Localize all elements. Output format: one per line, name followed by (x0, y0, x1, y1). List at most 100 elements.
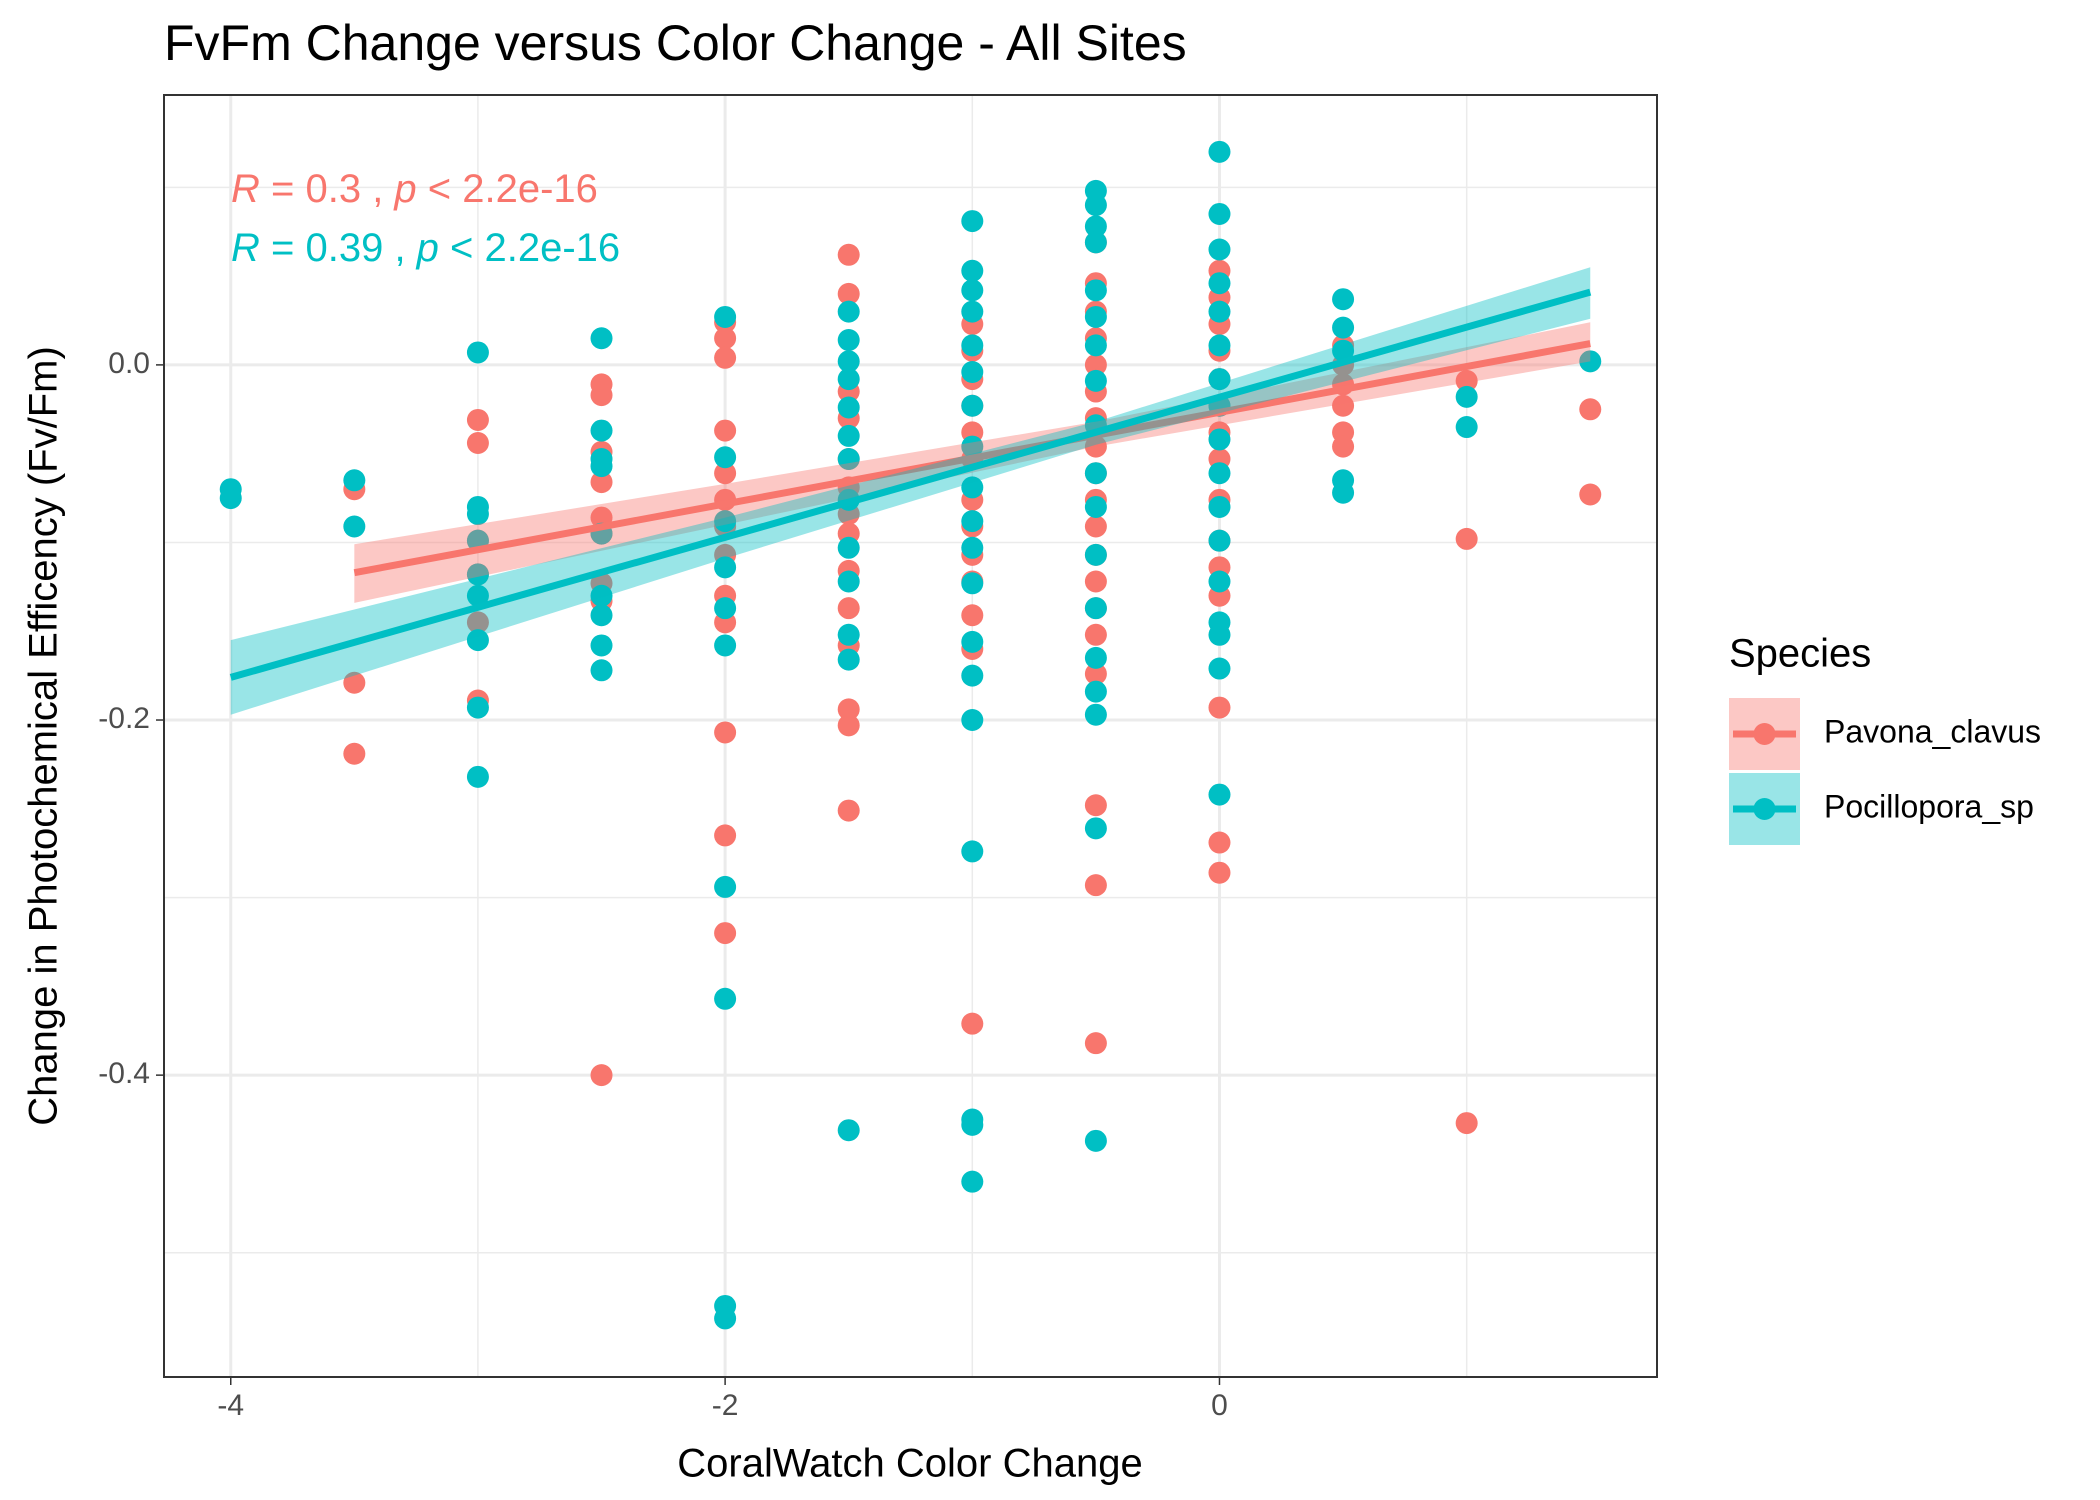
point (1332, 316, 1355, 339)
point (1084, 1032, 1107, 1055)
point (837, 714, 860, 737)
point (837, 536, 860, 559)
point (961, 630, 984, 653)
legend-label: Pocillopora_sp (1824, 788, 2034, 824)
point (1084, 817, 1107, 840)
annotation-part: < 2.2e-16 (417, 167, 598, 211)
annotation-part: p (416, 226, 439, 270)
point (590, 327, 613, 350)
point (1208, 623, 1231, 646)
point (1332, 435, 1355, 458)
point (466, 584, 489, 607)
point (1208, 861, 1231, 884)
point (590, 419, 613, 442)
point (961, 664, 984, 687)
point (1084, 495, 1107, 518)
point (961, 435, 984, 458)
point (1579, 483, 1602, 506)
point (837, 597, 860, 620)
point (714, 346, 737, 369)
point (1208, 783, 1231, 806)
point (961, 510, 984, 533)
point (714, 987, 737, 1010)
point (466, 765, 489, 788)
point (1084, 874, 1107, 897)
point (837, 300, 860, 323)
point (1208, 334, 1231, 357)
point (1084, 462, 1107, 485)
point (837, 799, 860, 822)
y-tick-label: -0.2 (98, 702, 150, 735)
point (837, 424, 860, 447)
annotation: R = 0.39 , p < 2.2e-16 (231, 226, 620, 270)
legend-key-point (1753, 723, 1776, 745)
point (466, 503, 489, 526)
point (837, 243, 860, 266)
annotation-part: R (231, 226, 260, 270)
point (837, 623, 860, 646)
point (343, 742, 366, 765)
point (1455, 385, 1478, 408)
point (1084, 597, 1107, 620)
point (590, 471, 613, 494)
annotation-part: < 2.2e-16 (439, 226, 620, 270)
point (1084, 435, 1107, 458)
y-axis-label: Change in Photochemical Efficency (Fv/Fm… (22, 346, 66, 1126)
point (961, 1170, 984, 1193)
fit-line (353, 340, 1591, 577)
point (837, 282, 860, 305)
point (837, 648, 860, 671)
point (466, 696, 489, 719)
point (590, 634, 613, 657)
point (466, 611, 489, 634)
point (1208, 140, 1231, 163)
confidence-band (230, 267, 1591, 715)
point (1084, 623, 1107, 646)
point (1084, 646, 1107, 669)
point (343, 671, 366, 694)
point (714, 875, 737, 898)
point (714, 327, 737, 350)
point (1455, 527, 1478, 550)
point (961, 604, 984, 627)
point (1579, 350, 1602, 373)
y-tick-label: 0.0 (108, 347, 150, 380)
point (714, 1307, 737, 1330)
point (1084, 515, 1107, 538)
point (590, 659, 613, 682)
point (1208, 529, 1231, 552)
point (590, 384, 613, 407)
point (466, 408, 489, 431)
point (1208, 238, 1231, 261)
annotation-part: = 0.3 , (260, 167, 395, 211)
point (1208, 657, 1231, 680)
x-axis-label: CoralWatch Color Change (677, 1442, 1142, 1486)
point (837, 350, 860, 373)
point (961, 476, 984, 499)
point (837, 329, 860, 352)
point (714, 824, 737, 847)
annotation-part: = 0.39 , (260, 226, 417, 270)
point (961, 840, 984, 863)
point (1455, 1112, 1478, 1135)
point (1208, 368, 1231, 391)
point (837, 698, 860, 721)
confidence-band (354, 322, 1591, 603)
fit-line (229, 288, 1592, 681)
point (343, 515, 366, 538)
point (961, 334, 984, 357)
point (1084, 231, 1107, 254)
point (714, 462, 737, 485)
point (466, 341, 489, 364)
point (1084, 703, 1107, 726)
point (837, 570, 860, 593)
point (714, 419, 737, 442)
legend-item: Pocillopora_sp (1729, 773, 2034, 845)
point (714, 305, 737, 328)
point (714, 510, 737, 533)
point (1332, 481, 1355, 504)
point (219, 487, 242, 510)
point (1208, 462, 1231, 485)
point (1084, 215, 1107, 238)
point (961, 279, 984, 302)
